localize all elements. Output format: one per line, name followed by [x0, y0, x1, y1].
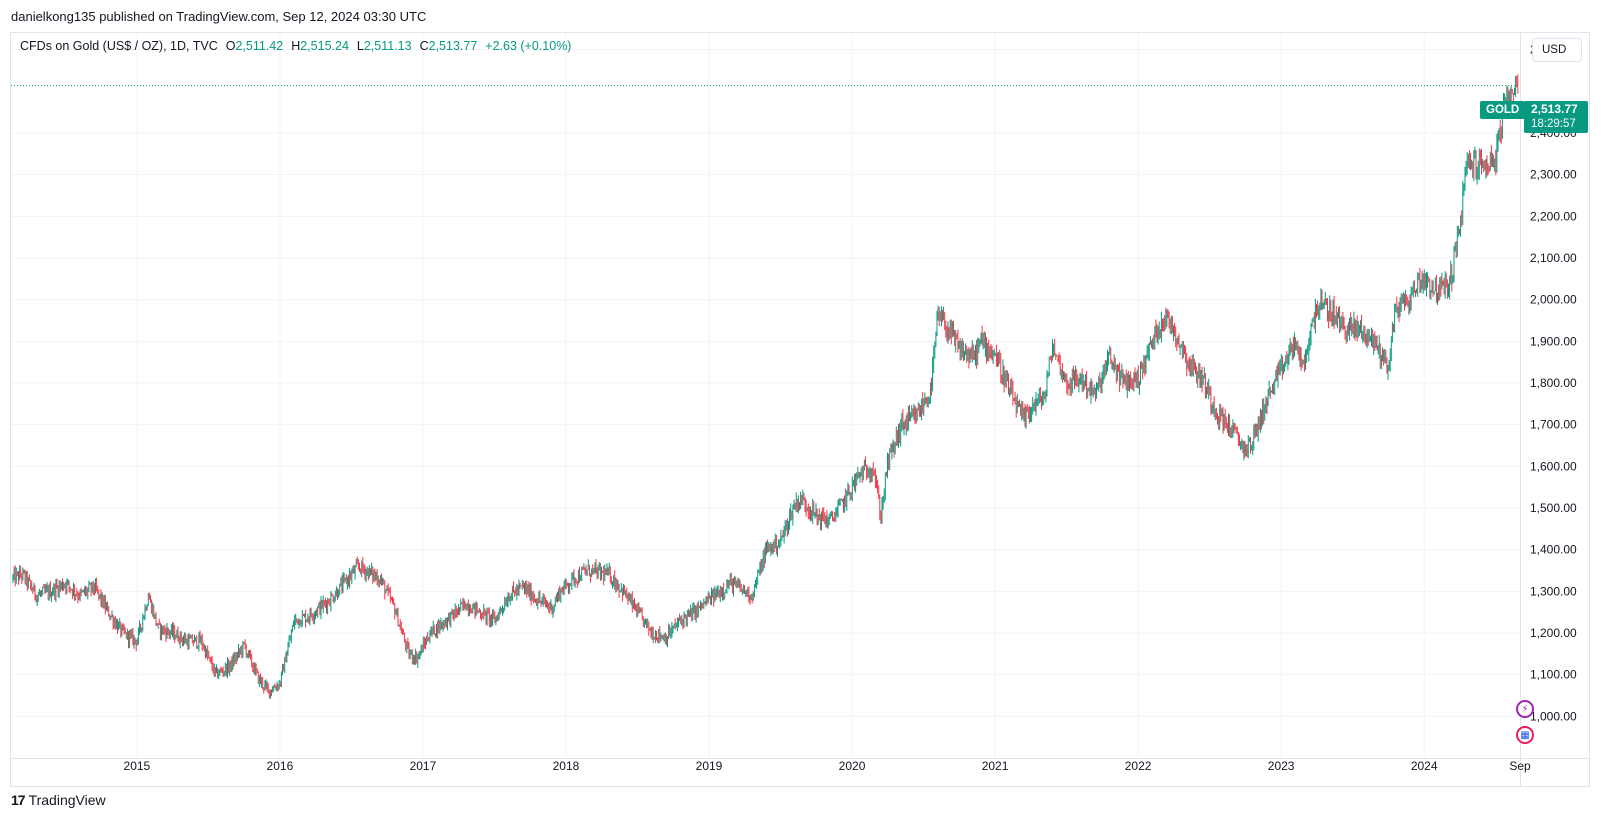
legend-open-value: 2,511.42: [235, 39, 284, 53]
legend-low-value: 2,511.13: [363, 39, 412, 53]
legend-close-value: 2,513.77: [428, 39, 478, 53]
legend-change: +2.63 (+0.10%): [485, 39, 572, 53]
last-price-value: 2,513.77: [1531, 102, 1578, 116]
legend-close-label: C: [419, 39, 429, 53]
legend-low-label: L: [356, 39, 364, 53]
time-axis: 2015 2016 2017 2018 2019 2020 2021 2022 2023 2024…: [124, 759, 1531, 773]
last-price-label: 2,513.77 18:29:57: [1524, 101, 1588, 133]
price-tick-label: 2,300.00: [1530, 168, 1577, 182]
us-flag-icon[interactable]: ▦: [1516, 726, 1534, 744]
price-tick-label: 1,000.00: [1530, 709, 1577, 723]
price-axis: 1,000.00 1,100.00 1,200.00 1,300.00 1,400.00…: [1530, 43, 1577, 724]
lightning-icon[interactable]: ⚡: [1516, 700, 1534, 718]
price-tick-label: 1,900.00: [1530, 334, 1577, 348]
tradingview-logo-icon: 17: [11, 792, 26, 808]
time-tick-label: 2024: [1411, 759, 1438, 773]
currency-button[interactable]: USD: [1532, 38, 1582, 62]
price-tick-label: 2,100.00: [1530, 251, 1577, 265]
chart-legend: CFDs on Gold (US$ / OZ), 1D, TVC O2,511.4…: [20, 39, 571, 53]
price-tick-label: 1,300.00: [1530, 584, 1577, 598]
price-tick-label: 1,700.00: [1530, 418, 1577, 432]
price-tick-label: 1,200.00: [1530, 626, 1577, 640]
price-tick-label: 2,200.00: [1530, 209, 1577, 223]
price-tick-label: 1,800.00: [1530, 376, 1577, 390]
legend-high-value: 2,515.24: [300, 39, 349, 53]
time-tick-label: 2015: [124, 759, 151, 773]
time-tick-label: 2019: [696, 759, 723, 773]
chart-frame: [10, 32, 1590, 787]
time-tick-label: 2017: [410, 759, 437, 773]
legend-high-label: H: [291, 39, 301, 53]
time-tick-label: 2021: [982, 759, 1009, 773]
legend-symbol: CFDs on Gold (US$ / OZ), 1D, TVC: [20, 39, 218, 53]
price-tick-label: 1,400.00: [1530, 543, 1577, 557]
symbol-price-tag: GOLD: [1480, 101, 1526, 119]
bar-countdown: 18:29:57: [1531, 118, 1576, 130]
time-tick-label: 2023: [1268, 759, 1295, 773]
price-tick-label: 2,000.00: [1530, 293, 1577, 307]
time-tick-label: 2022: [1125, 759, 1152, 773]
time-tick-label: 2016: [267, 759, 294, 773]
grid-lines: [11, 33, 1589, 787]
price-tick-label: 1,600.00: [1530, 459, 1577, 473]
time-tick-label: 2020: [839, 759, 866, 773]
price-tick-label: 1,100.00: [1530, 668, 1577, 682]
candlestick-series: [12, 74, 1519, 699]
price-tick-label: 1,500.00: [1530, 501, 1577, 515]
time-tick-label: Sep: [1509, 759, 1531, 773]
time-tick-label: 2018: [553, 759, 580, 773]
brand-name: TradingView: [28, 792, 106, 808]
publish-info: danielkong135 published on TradingView.c…: [11, 9, 427, 24]
legend-open-label: O: [225, 39, 236, 53]
tradingview-brand[interactable]: 17 TradingView: [11, 792, 106, 808]
